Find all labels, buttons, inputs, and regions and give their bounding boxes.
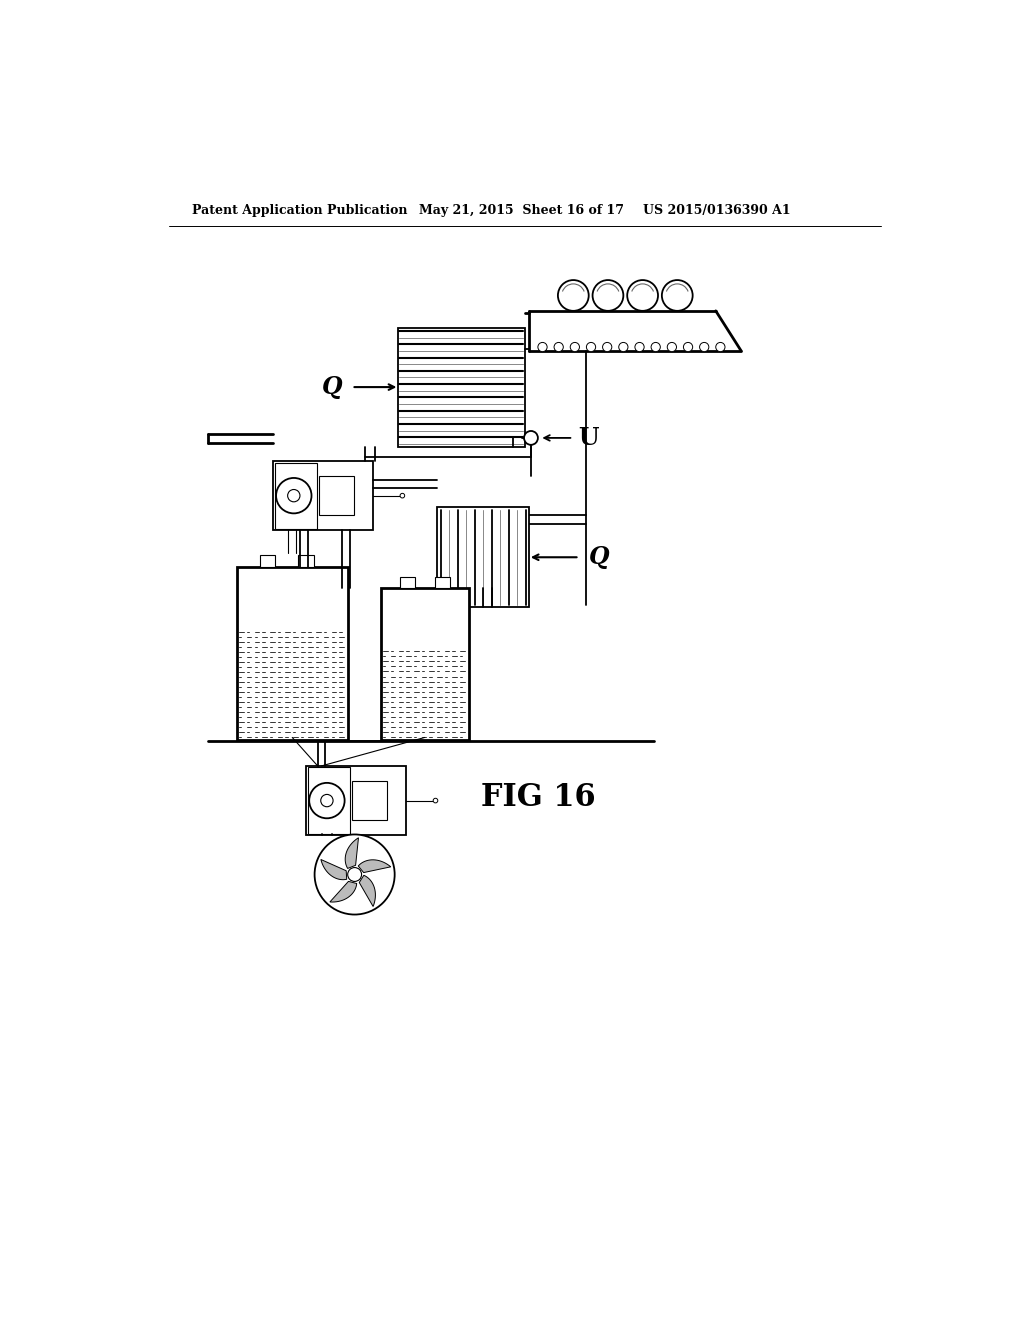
Text: Patent Application Publication: Patent Application Publication (193, 205, 408, 218)
Circle shape (348, 867, 361, 882)
Bar (381, 589, 469, 739)
Bar (352, 781, 387, 820)
Circle shape (635, 342, 644, 351)
Circle shape (554, 342, 563, 351)
Bar (307, 767, 350, 834)
Polygon shape (345, 838, 358, 869)
Bar (273, 461, 373, 531)
Circle shape (628, 280, 658, 312)
Bar (298, 554, 313, 566)
Circle shape (716, 342, 725, 351)
Text: U: U (579, 426, 599, 450)
Circle shape (276, 478, 311, 513)
Circle shape (400, 494, 404, 498)
Circle shape (558, 280, 589, 312)
Circle shape (668, 342, 677, 351)
Circle shape (651, 342, 660, 351)
Text: US 2015/0136390 A1: US 2015/0136390 A1 (643, 205, 791, 218)
Bar (319, 477, 354, 515)
Circle shape (618, 342, 628, 351)
Polygon shape (358, 859, 391, 873)
Polygon shape (321, 859, 347, 879)
Circle shape (699, 342, 709, 351)
Circle shape (683, 342, 692, 351)
Bar (435, 577, 451, 589)
Circle shape (321, 795, 333, 807)
Bar (274, 462, 316, 529)
Circle shape (593, 280, 624, 312)
Bar (397, 327, 524, 447)
Circle shape (314, 834, 394, 915)
Circle shape (309, 783, 345, 818)
Circle shape (538, 342, 547, 351)
Bar (260, 554, 275, 566)
Circle shape (602, 342, 611, 351)
Text: May 21, 2015  Sheet 16 of 17: May 21, 2015 Sheet 16 of 17 (419, 205, 625, 218)
Text: FIG 16: FIG 16 (481, 781, 596, 813)
Polygon shape (330, 882, 356, 902)
Bar (437, 507, 529, 607)
Text: Q: Q (589, 545, 609, 569)
Bar (306, 766, 407, 836)
Polygon shape (359, 875, 376, 907)
Circle shape (662, 280, 692, 312)
Text: Q: Q (322, 375, 343, 399)
Bar (400, 577, 416, 589)
Circle shape (524, 432, 538, 445)
Circle shape (433, 799, 438, 803)
Circle shape (587, 342, 596, 351)
Circle shape (288, 490, 300, 502)
Bar (237, 566, 348, 739)
Circle shape (570, 342, 580, 351)
